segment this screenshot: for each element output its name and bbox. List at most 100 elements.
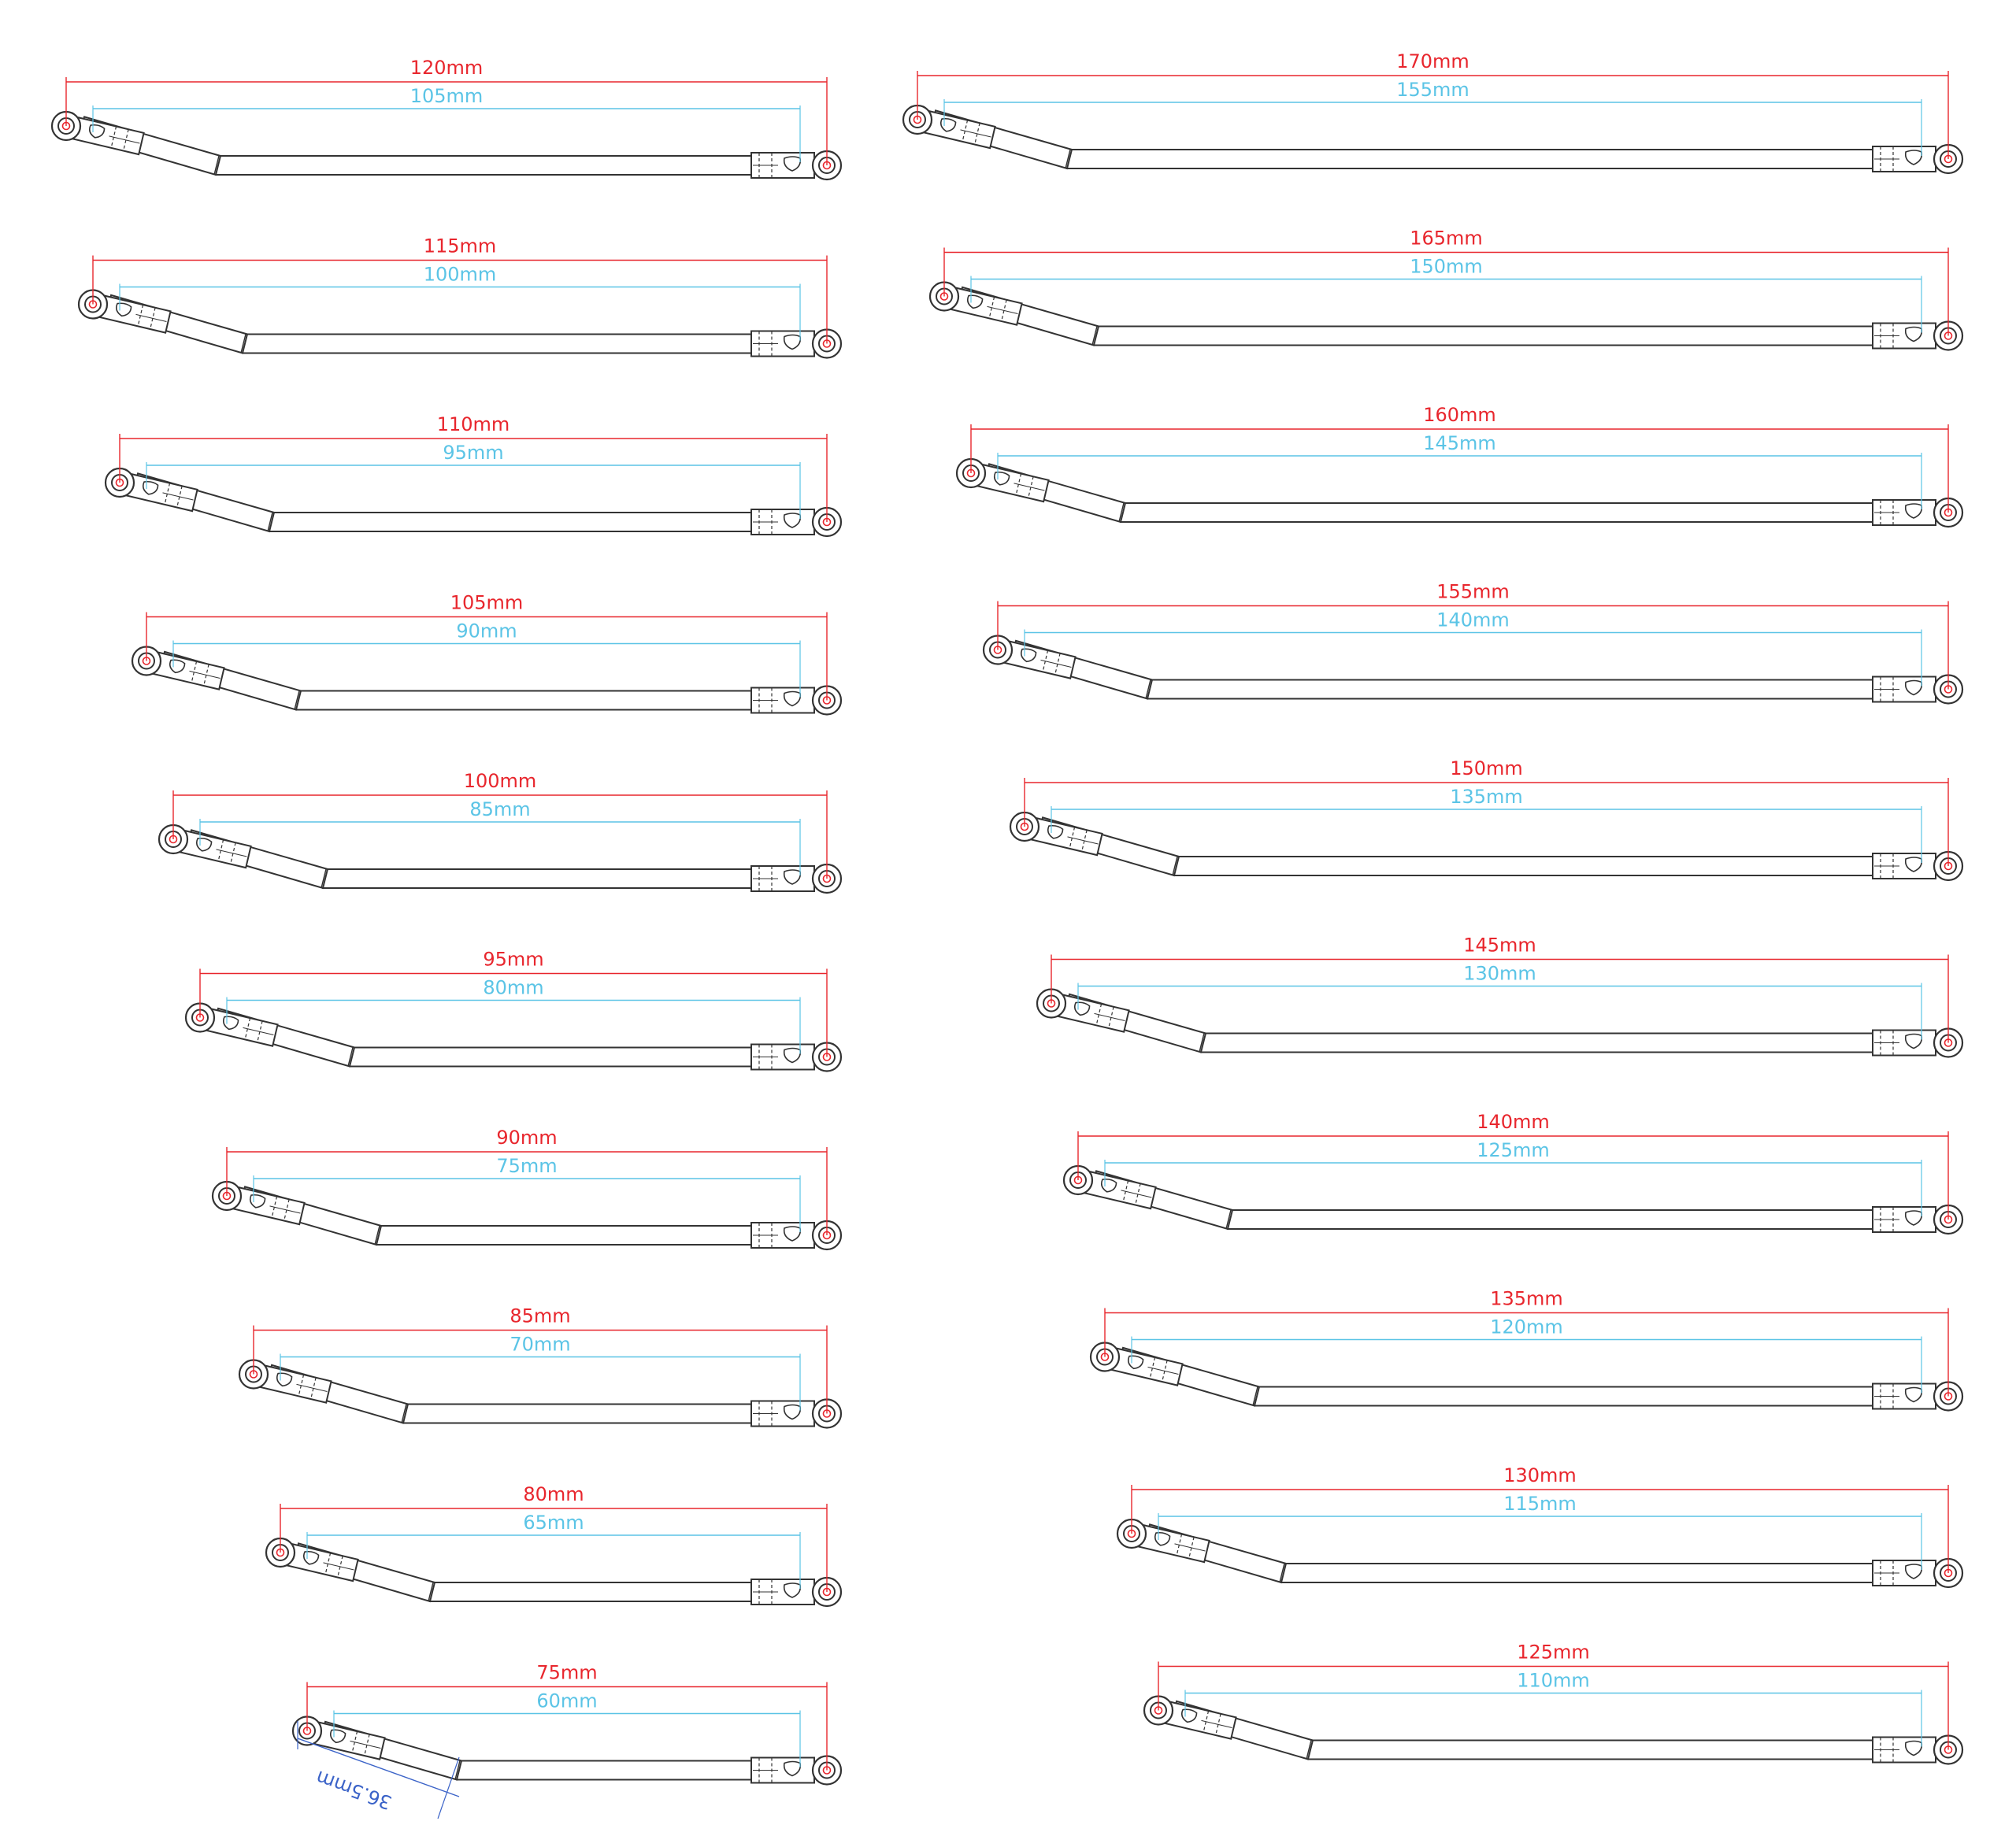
outer-length-label: 95mm <box>483 949 543 971</box>
outer-length-label: 130mm <box>1503 1464 1577 1486</box>
outer-length-label: 80mm <box>523 1483 584 1505</box>
inner-dimension: 75mm <box>253 1155 801 1232</box>
inner-length-label: 105mm <box>410 85 484 107</box>
right-rod-end-housing <box>750 1043 815 1071</box>
right-rod-end-housing <box>1872 1736 1936 1764</box>
inner-length-label: 115mm <box>1503 1493 1577 1515</box>
link-rod-straight <box>349 1046 754 1068</box>
inner-dimension: 135mm <box>1051 786 1922 863</box>
link-right-5: 145mm 130mm <box>1036 935 1964 1058</box>
inner-dimension: 95mm <box>146 442 801 519</box>
bend-length-label: 36.5mm <box>313 1766 395 1814</box>
outer-length-label: 75mm <box>536 1662 597 1684</box>
link-rod-straight <box>1093 325 1875 346</box>
inner-dimension: 140mm <box>1024 609 1922 687</box>
outer-length-label: 135mm <box>1490 1288 1563 1310</box>
right-rod-end-housing <box>1872 1560 1936 1586</box>
inner-dimension: 110mm <box>1184 1670 1922 1747</box>
right-rod-end-housing <box>750 687 815 714</box>
inner-dimension: 125mm <box>1104 1139 1922 1216</box>
inner-length-label: 155mm <box>1396 79 1469 101</box>
inner-length-label: 120mm <box>1490 1316 1563 1338</box>
link-rod-straight <box>1147 679 1875 700</box>
link-right-9: 125mm 110mm <box>1143 1642 1964 1765</box>
link-right-0: 170mm 155mm <box>902 50 1964 175</box>
right-rod-end-housing <box>750 1579 815 1605</box>
inner-length-label: 65mm <box>523 1512 584 1534</box>
outer-dimension: 110mm <box>119 413 828 522</box>
link-rod-straight <box>269 512 754 532</box>
link-rod-straight <box>1200 1032 1875 1053</box>
outer-length-label: 90mm <box>496 1127 557 1149</box>
inner-length-label: 75mm <box>496 1155 557 1177</box>
link-rod-straight <box>1066 149 1875 169</box>
inner-dimension: 60mm <box>333 1690 801 1767</box>
inner-length-label: 80mm <box>483 977 543 999</box>
right-rod-end-housing <box>750 152 815 179</box>
link-right-3: 155mm 140mm <box>982 581 1964 705</box>
link-rod-straight <box>295 690 754 711</box>
inner-length-label: 140mm <box>1436 609 1510 631</box>
link-rod-straight <box>402 1403 754 1424</box>
outer-dimension: 130mm <box>1131 1464 1949 1573</box>
outer-dimension: 105mm <box>146 592 828 701</box>
outer-length-label: 110mm <box>437 413 510 435</box>
right-rod-end-housing <box>750 865 815 892</box>
right-rod-end-housing <box>750 509 815 535</box>
inner-dimension: 65mm <box>306 1512 801 1589</box>
link-right-7: 135mm 120mm <box>1089 1288 1964 1412</box>
outer-length-label: 160mm <box>1423 404 1496 426</box>
link-right-4: 150mm 135mm <box>1009 757 1964 882</box>
outer-dimension: 170mm <box>917 50 1949 159</box>
outer-length-label: 145mm <box>1463 935 1536 957</box>
right-rod-end-housing <box>1872 676 1936 703</box>
link-left-9: 75mm 60mm <box>291 1662 843 1786</box>
right-rod-end-housing <box>750 1400 815 1427</box>
outer-length-label: 140mm <box>1477 1111 1550 1133</box>
link-left-7: 85mm 70mm <box>238 1305 843 1429</box>
inner-dimension: 150mm <box>970 256 1922 333</box>
link-left-8: 80mm 65mm <box>265 1483 843 1608</box>
link-left-0: 120mm 105mm <box>50 57 843 181</box>
link-left-5: 95mm 80mm <box>184 949 843 1072</box>
inner-dimension: 105mm <box>92 85 801 162</box>
inner-dimension: 130mm <box>1077 963 1922 1040</box>
link-rod-straight <box>1173 856 1875 876</box>
inner-dimension: 155mm <box>943 79 1922 156</box>
link-left-3: 105mm 90mm <box>131 592 843 716</box>
link-right-1: 165mm 150mm <box>928 228 1964 351</box>
inner-length-label: 90mm <box>456 620 517 642</box>
left-rod-end-housing <box>125 472 198 513</box>
inner-length-label: 70mm <box>510 1334 570 1356</box>
outer-dimension: 155mm <box>997 581 1949 690</box>
outer-dimension: 100mm <box>172 770 828 879</box>
outer-dimension: 95mm <box>199 949 828 1057</box>
left-rod-end-housing <box>206 1008 279 1047</box>
bend-dimension-line <box>297 1738 460 1797</box>
inner-length-label: 85mm <box>469 798 530 820</box>
outer-length-label: 105mm <box>450 592 524 614</box>
right-rod-end-housing <box>750 330 815 357</box>
link-rod-straight <box>1120 502 1875 523</box>
outer-length-label: 170mm <box>1396 50 1469 72</box>
inner-length-label: 100mm <box>424 264 497 286</box>
link-rod-straight <box>376 1225 754 1246</box>
outer-dimension: 145mm <box>1051 935 1949 1043</box>
inner-dimension: 120mm <box>1131 1316 1922 1394</box>
outer-dimension: 140mm <box>1077 1111 1949 1220</box>
outer-length-label: 150mm <box>1450 757 1523 779</box>
outer-dimension: 135mm <box>1104 1288 1949 1397</box>
outer-length-label: 165mm <box>1410 228 1483 250</box>
inner-dimension: 90mm <box>172 620 801 698</box>
right-rod-end-housing <box>1872 499 1936 526</box>
outer-dimension: 150mm <box>1024 757 1949 866</box>
inner-length-label: 130mm <box>1463 963 1536 985</box>
outer-dimension: 160mm <box>970 404 1949 513</box>
link-rod-straight <box>1280 1563 1875 1583</box>
link-left-6: 90mm 75mm <box>211 1127 843 1251</box>
inner-length-label: 60mm <box>536 1690 597 1712</box>
link-rod-straight <box>322 868 754 889</box>
link-rod-straight <box>429 1582 754 1602</box>
link-rod-straight <box>1307 1739 1875 1760</box>
